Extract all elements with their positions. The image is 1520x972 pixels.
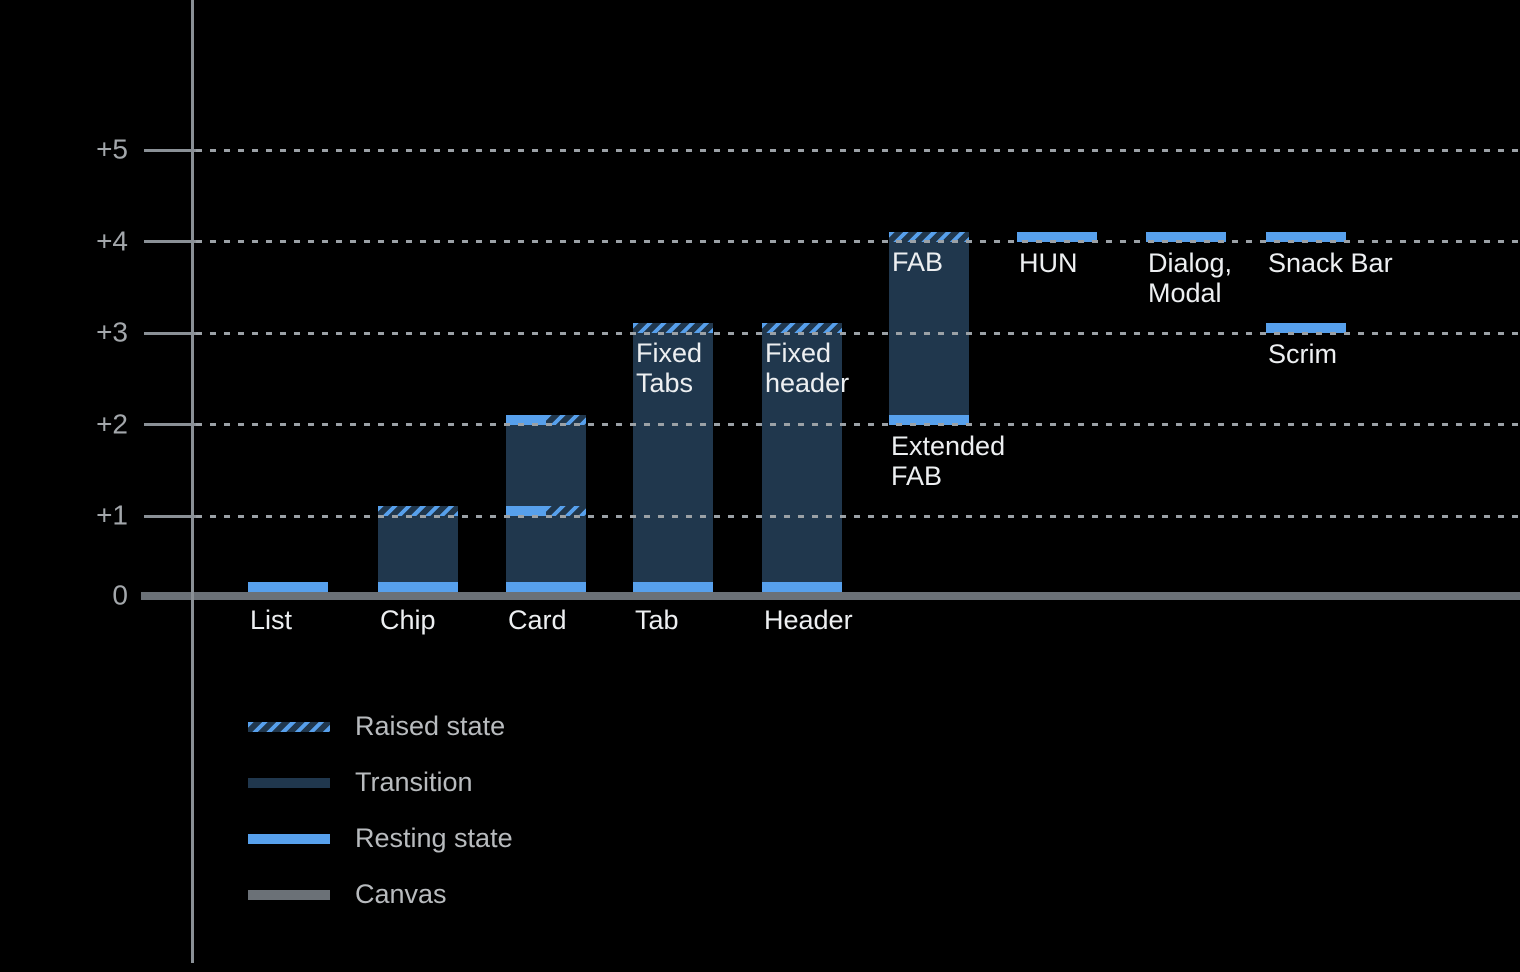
- bar-segment-transition: [378, 516, 458, 582]
- bar-under-label-fab: Extended FAB: [891, 430, 1006, 491]
- bar-segment-resting: [248, 582, 328, 592]
- bar-label-list: List: [250, 605, 293, 635]
- dotted-gridline: [196, 514, 1520, 518]
- y-axis-tick-label: +3: [96, 316, 128, 348]
- legend-swatch-hatched: [248, 722, 330, 732]
- y-axis-tick-line: [144, 331, 199, 335]
- legend-label-canvas: Canvas: [355, 878, 447, 909]
- dotted-gridline: [196, 148, 1520, 152]
- dotted-gridline: [196, 331, 1520, 335]
- canvas-baseline-bar: [141, 592, 1520, 600]
- split-resting-half: [506, 506, 546, 516]
- y-axis-line: [191, 0, 194, 963]
- bar-segment-raised: [889, 231, 969, 242]
- bar-under-label-hun: HUN: [1019, 247, 1078, 278]
- bar-segment-raised: [633, 323, 713, 333]
- legend-label-hatched: Raised state: [355, 710, 506, 741]
- bar-segment-transition: [762, 333, 842, 582]
- y-axis-tick-label: +5: [96, 133, 128, 165]
- y-axis-tick-line: [144, 423, 199, 426]
- bar-label-header: Header: [764, 605, 853, 635]
- dotted-gridline: [196, 240, 1520, 243]
- bar-segment-transition: [889, 241, 969, 415]
- legend-label-transition: Transition: [355, 766, 473, 797]
- bar-label-chip: Chip: [380, 605, 436, 635]
- bar-label-card: Card: [508, 605, 567, 635]
- y-axis-tick-label: 0: [112, 579, 128, 611]
- bar-under-label-dialog-modal: Dialog, Modal: [1148, 247, 1233, 308]
- bar-segment-transition: [506, 424, 586, 506]
- y-axis-tick-label: +2: [96, 407, 128, 439]
- y-axis-tick-line: [144, 514, 199, 518]
- bar-label-tab: Tab: [635, 605, 679, 635]
- bar-segment-resting: [1266, 231, 1346, 242]
- legend-swatch-resting: [248, 834, 330, 844]
- bar-segment-raised: [762, 323, 842, 333]
- dotted-gridline: [196, 423, 1520, 426]
- y-axis-tick-line: [144, 240, 199, 243]
- bar-inner-label-fab: FAB: [892, 246, 944, 277]
- legend-label-resting: Resting state: [355, 822, 513, 853]
- bar-segment-resting: [762, 582, 842, 592]
- bar-inner-label-tab: Fixed Tabs: [636, 338, 703, 398]
- split-resting-half: [506, 414, 546, 425]
- legend-swatch-canvas: [248, 890, 330, 900]
- y-axis-tick-label: +4: [96, 224, 128, 256]
- bar-segment-resting-raised-split: [506, 506, 586, 516]
- bar-segment-resting: [378, 582, 458, 592]
- bar-segment-resting: [889, 414, 969, 425]
- bar-segment-resting: [633, 582, 713, 592]
- bar-segment-transition: [506, 516, 586, 582]
- y-axis-tick-label: +1: [96, 499, 128, 531]
- bar-segment-resting: [506, 582, 586, 592]
- bar-segment-raised: [378, 506, 458, 516]
- bar-under-label-scrim: Scrim: [1268, 339, 1337, 369]
- y-axis-tick-line: [144, 148, 199, 152]
- split-raised-half: [546, 414, 586, 425]
- split-raised-half: [546, 506, 586, 516]
- bar-under-label-snack-bar: Snack Bar: [1268, 247, 1393, 278]
- bar-segment-resting: [1266, 323, 1346, 333]
- legend-swatch-transition: [248, 778, 330, 788]
- bar-segment-transition: [633, 333, 713, 582]
- bar-inner-label-header: Fixed header: [765, 338, 850, 398]
- bar-segment-resting: [1146, 231, 1226, 242]
- bar-segment-resting: [1017, 231, 1097, 242]
- bar-segment-resting-raised-split: [506, 414, 586, 425]
